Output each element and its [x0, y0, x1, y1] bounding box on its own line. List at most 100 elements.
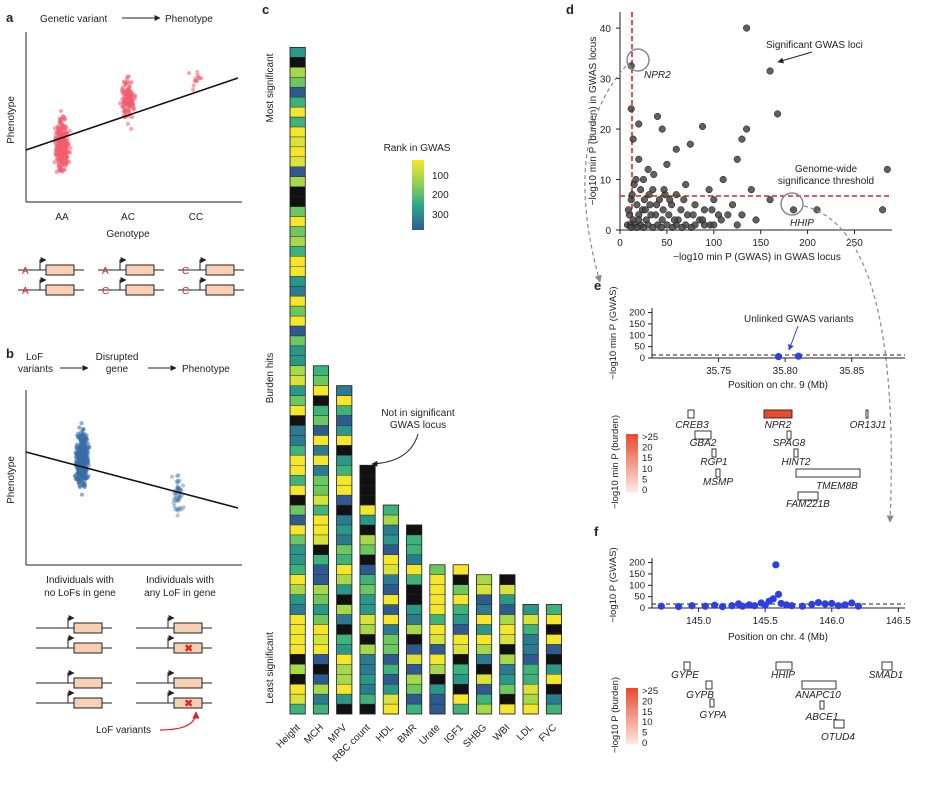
heatmap-cell — [336, 405, 353, 416]
locus-point — [629, 135, 637, 143]
tss-arrow — [39, 277, 47, 290]
heatmap-cell — [289, 534, 306, 546]
gene-box — [205, 284, 235, 296]
genotype-dot — [60, 161, 66, 166]
locus-point — [708, 206, 716, 214]
genotype-dot — [186, 70, 192, 76]
heatmap-cell — [383, 644, 399, 655]
heatmap-cell — [289, 594, 306, 605]
genotype-dot — [120, 90, 125, 95]
heatmap-column — [359, 464, 376, 715]
heatmap-cell — [289, 47, 306, 58]
flow-disrupted-l1: Disrupted — [96, 352, 139, 363]
legend-tick: 15 — [642, 707, 653, 718]
heatmap-cell — [383, 514, 399, 526]
panel-a-dots — [52, 69, 204, 175]
individual-dot — [175, 487, 180, 492]
x-tick-label: 100 — [705, 238, 722, 249]
heatmap-cell — [499, 594, 516, 605]
variant-point — [728, 602, 736, 610]
panel-e-label: e — [594, 278, 601, 293]
heatmap-cell — [429, 683, 446, 695]
heatmap-cell — [476, 614, 492, 625]
x-tick-label: 146.5 — [886, 616, 911, 627]
heatmap-cell — [429, 703, 446, 715]
heatmap-cell — [476, 594, 492, 605]
heatmap-cell — [289, 514, 306, 526]
genotype-dot — [127, 80, 132, 85]
heatmap-cell — [336, 664, 353, 675]
locus-point — [680, 196, 688, 204]
individual-dot — [82, 481, 87, 486]
heatmap-cell — [336, 455, 353, 466]
heatmap-cell — [522, 634, 539, 645]
x-tick-label: 200 — [799, 238, 816, 249]
gene-box — [73, 677, 103, 689]
panel-a-label: a — [6, 10, 14, 25]
locus-point — [640, 196, 648, 204]
heatmap-cell — [359, 544, 376, 555]
heatmap-cell — [359, 594, 376, 605]
heatmap-cell — [313, 554, 329, 565]
genotype-dot — [128, 102, 133, 107]
heatmap-cell — [383, 524, 399, 536]
locus-point — [774, 110, 782, 118]
heatmap-cell — [336, 654, 353, 665]
heatmap-cell — [522, 614, 539, 625]
genotype-dot — [52, 160, 57, 165]
legend-tick: 20 — [642, 443, 653, 454]
panel-f-xlabel: Position on chr. 4 (Mb) — [728, 632, 828, 643]
heatmap-cell — [429, 564, 446, 575]
allele-c: C — [102, 286, 109, 297]
locus-point — [687, 223, 695, 232]
heatmap-cell — [406, 584, 423, 595]
locus-point — [670, 216, 678, 224]
locus-point — [658, 125, 666, 133]
individual-dot — [81, 427, 86, 432]
x-tick-label: 35.75 — [706, 366, 731, 377]
heatmap-column — [452, 564, 469, 715]
x-tick-label: 35.85 — [839, 366, 864, 377]
legend-tick: 0 — [642, 485, 647, 496]
genotype-dot — [121, 109, 126, 114]
heatmap-cell — [313, 425, 329, 436]
heatmap-cell — [313, 674, 329, 685]
tss-arrow — [167, 635, 175, 648]
heatmap-cell — [499, 574, 516, 585]
individual-dot — [172, 491, 177, 496]
heatmap-cell — [429, 574, 446, 585]
heatmap-cell — [289, 395, 306, 406]
individual-dot — [174, 507, 180, 512]
heatmap-cell — [289, 96, 306, 108]
heatmap-cell — [522, 604, 539, 615]
panel-d-xlabel: −log10 min P (GWAS) in GWAS locus — [673, 252, 841, 263]
heatmap-cell — [336, 634, 353, 645]
locus-point — [729, 201, 737, 209]
heatmap-cell — [289, 335, 306, 347]
panel-f-genes: GYPE HHIP SMAD1 GYPB ANAPC10 GYPA ABCE1 OTUD4 — [671, 661, 903, 743]
heatmap-cell — [452, 614, 469, 625]
locus-point — [657, 223, 665, 232]
allele-c: C — [182, 266, 189, 277]
heatmap-cell — [406, 524, 423, 536]
individual-dot — [171, 500, 176, 505]
heatmap-cell — [313, 584, 329, 595]
heatmap-cell — [336, 693, 353, 705]
link-arrow-npr2 — [584, 65, 627, 283]
genotype-dot — [126, 108, 131, 113]
heatmap-cell — [289, 554, 306, 565]
individual-dot — [175, 481, 180, 486]
heatmap-cell — [289, 375, 306, 386]
individual-dot — [79, 453, 84, 459]
individual-dot — [180, 483, 186, 488]
heatmap-cell — [359, 634, 376, 645]
locus-point — [789, 206, 798, 214]
individual-dot — [174, 479, 179, 484]
locus-point — [710, 196, 718, 204]
heatmap-cell — [313, 534, 329, 546]
